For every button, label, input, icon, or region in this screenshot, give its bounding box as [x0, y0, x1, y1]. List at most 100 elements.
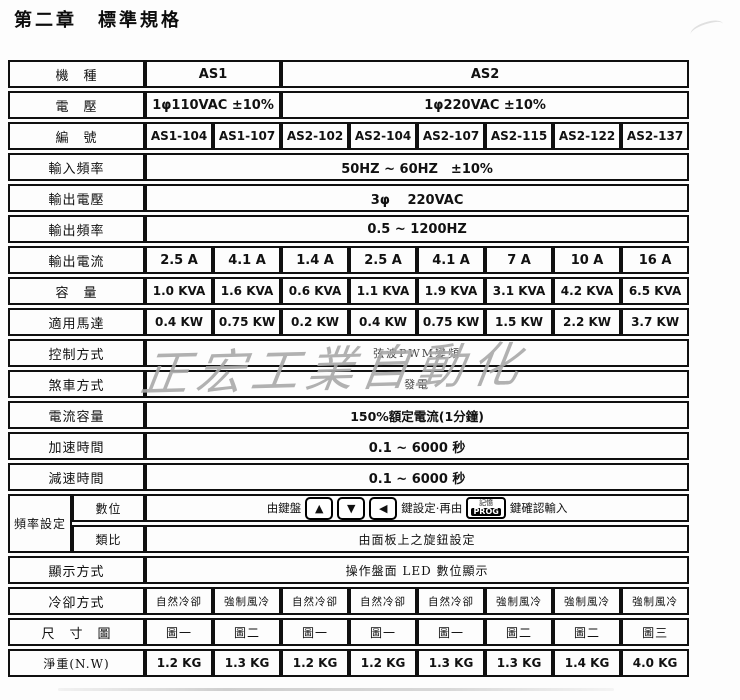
spec-cell: 1.9 KVA	[417, 277, 486, 305]
spec-cell: 強制風冷	[213, 587, 282, 615]
spec-cell: 1.2 KG	[349, 649, 418, 677]
table-row-freq-set-digital: 頻率設定 數位 由鍵盤 ▲ ▼ ◀ 鍵設定·再由 記憶 PROG 鍵確認輸入	[8, 494, 690, 553]
table-row-display: 顯示方式 操作盤面 LED 數位顯示	[8, 556, 690, 584]
spec-cell: 10 A	[553, 246, 622, 274]
spec-cell: 圖三	[621, 618, 690, 646]
cell-accel-time: 0.1 ~ 6000 秒	[145, 432, 690, 460]
keypad-instruction: 由鍵盤 ▲ ▼ ◀ 鍵設定·再由 記憶 PROG 鍵確認輸入	[148, 496, 686, 520]
spec-cell: AS1-104	[145, 122, 214, 150]
cell-model-as1: AS1	[145, 60, 282, 88]
spec-cell: AS2-102	[281, 122, 350, 150]
spec-cell: AS2-137	[621, 122, 690, 150]
spec-cell: 自然冷卻	[145, 587, 214, 615]
table-row-motor: 適用馬達 0.4 KW 0.75 KW 0.2 KW 0.4 KW 0.75 K…	[8, 308, 690, 336]
spec-cell: 1.4 A	[281, 246, 350, 274]
row-label-accel: 加速時間	[8, 432, 146, 460]
cell-analog-setting: 由面板上之旋鈕設定	[145, 525, 690, 553]
table-row-cooling: 冷卻方式 自然冷卻 強制風冷 自然冷卻 自然冷卻 自然冷卻 強制風冷 強制風冷 …	[8, 587, 690, 615]
spec-cell: 4.0 KG	[621, 649, 690, 677]
spec-cell: 0.4 KW	[349, 308, 418, 336]
row-label-brake: 煞車方式	[8, 370, 146, 398]
table-row-decel: 減速時間 0.1 ~ 6000 秒	[8, 463, 690, 491]
arrow-down-key-icon: ▼	[337, 496, 366, 520]
table-row-weight: 淨重(N.W) 1.2 KG 1.3 KG 1.2 KG 1.2 KG 1.3 …	[8, 649, 690, 677]
cell-decel-time: 0.1 ~ 6000 秒	[145, 463, 690, 491]
page-title: 第二章 標準規格	[14, 10, 182, 31]
cell-output-freq: 0.5 ~ 1200HZ	[145, 215, 690, 243]
spec-cell: 1.2 KG	[145, 649, 214, 677]
spec-cell: 1.0 KVA	[145, 277, 214, 305]
row-label-capacity: 容 量	[8, 277, 146, 305]
row-label-analog: 類比	[72, 525, 146, 553]
scan-artifact	[58, 688, 614, 691]
table-row-output-freq: 輸出頻率 0.5 ~ 1200HZ	[8, 215, 690, 243]
prog-key-top-label: 記憶	[479, 499, 494, 507]
prog-key-icon: 記憶 PROG	[466, 497, 506, 519]
spec-cell: 7 A	[485, 246, 554, 274]
spec-cell: 圖二	[553, 618, 622, 646]
row-label-freq-set: 頻率設定	[8, 494, 72, 553]
table-row-model: 機 種 AS1 AS2	[8, 60, 690, 88]
table-row-accel: 加速時間 0.1 ~ 6000 秒	[8, 432, 690, 460]
spec-cell: 1.5 KW	[485, 308, 554, 336]
spec-cell: 強制風冷	[621, 587, 690, 615]
spec-cell: 強制風冷	[485, 587, 554, 615]
table-row-output-current: 輸出電流 2.5 A 4.1 A 1.4 A 2.5 A 4.1 A 7 A 1…	[8, 246, 690, 274]
spec-cell: 圖二	[485, 618, 554, 646]
spec-cell: 圖一	[349, 618, 418, 646]
spec-cell: 3.7 KW	[621, 308, 690, 336]
table-row-part-no: 編 號 AS1-104 AS1-107 AS2-102 AS2-104 AS2-…	[8, 122, 690, 150]
spec-cell: 0.4 KW	[145, 308, 214, 336]
row-label-display: 顯示方式	[8, 556, 146, 584]
cell-digital-setting: 由鍵盤 ▲ ▼ ◀ 鍵設定·再由 記憶 PROG 鍵確認輸入	[145, 494, 690, 522]
spec-cell: 0.75 KW	[417, 308, 486, 336]
row-label-voltage: 電 壓	[8, 91, 146, 119]
row-label-digital: 數位	[72, 494, 146, 522]
spec-cell: 1.4 KG	[553, 649, 622, 677]
prog-key-bottom-label: PROG	[471, 507, 501, 516]
spec-cell: 0.6 KVA	[281, 277, 350, 305]
spec-cell: 1.6 KVA	[213, 277, 282, 305]
spec-cell: AS2-115	[485, 122, 554, 150]
spec-cell: AS2-104	[349, 122, 418, 150]
arrow-left-key-icon: ◀	[369, 496, 398, 520]
cell-voltage-as1: 1φ110VAC ±10%	[145, 91, 282, 119]
row-label-output-volt: 輸出電壓	[8, 184, 146, 212]
cell-control-method: 弦波PWM變頻	[145, 339, 690, 367]
spec-cell: 自然冷卻	[349, 587, 418, 615]
table-row-voltage: 電 壓 1φ110VAC ±10% 1φ220VAC ±10%	[8, 91, 690, 119]
row-label-current-cap: 電流容量	[8, 401, 146, 429]
row-label-weight: 淨重(N.W)	[8, 649, 146, 677]
spec-cell: 圖二	[213, 618, 282, 646]
spec-cell: 0.2 KW	[281, 308, 350, 336]
spec-cell: 1.3 KG	[485, 649, 554, 677]
arrow-up-key-icon: ▲	[305, 496, 334, 520]
cell-brake-method: 發電	[145, 370, 690, 398]
spec-cell: 0.75 KW	[213, 308, 282, 336]
row-label-output-freq: 輸出頻率	[8, 215, 146, 243]
spec-cell: 自然冷卻	[417, 587, 486, 615]
table-row-brake: 煞車方式 發電	[8, 370, 690, 398]
table-row-current-cap: 電流容量 150%額定電流(1分鐘)	[8, 401, 690, 429]
spec-cell: AS2-107	[417, 122, 486, 150]
table-row-input-freq: 輸入頻率 50HZ ~ 60HZ ±10%	[8, 153, 690, 181]
spec-cell: 3.1 KVA	[485, 277, 554, 305]
spec-cell: AS1-107	[213, 122, 282, 150]
spec-cell: 2.2 KW	[553, 308, 622, 336]
table-row-freq-set-analog: 類比 由面板上之旋鈕設定	[8, 525, 690, 553]
spec-cell: 1.2 KG	[281, 649, 350, 677]
row-label-dimension: 尺 寸 圖	[8, 618, 146, 646]
spec-cell: 自然冷卻	[281, 587, 350, 615]
cell-input-freq: 50HZ ~ 60HZ ±10%	[145, 153, 690, 181]
spec-cell: 強制風冷	[553, 587, 622, 615]
spec-cell: 1.3 KG	[417, 649, 486, 677]
spec-cell: 16 A	[621, 246, 690, 274]
spec-cell: 6.5 KVA	[621, 277, 690, 305]
spec-cell: 1.1 KVA	[349, 277, 418, 305]
row-label-model: 機 種	[8, 60, 146, 88]
keypad-prefix-text: 由鍵盤	[266, 501, 302, 515]
keypad-middle-text: 鍵設定·再由	[401, 501, 463, 515]
row-label-decel: 減速時間	[8, 463, 146, 491]
table-row-capacity: 容 量 1.0 KVA 1.6 KVA 0.6 KVA 1.1 KVA 1.9 …	[8, 277, 690, 305]
